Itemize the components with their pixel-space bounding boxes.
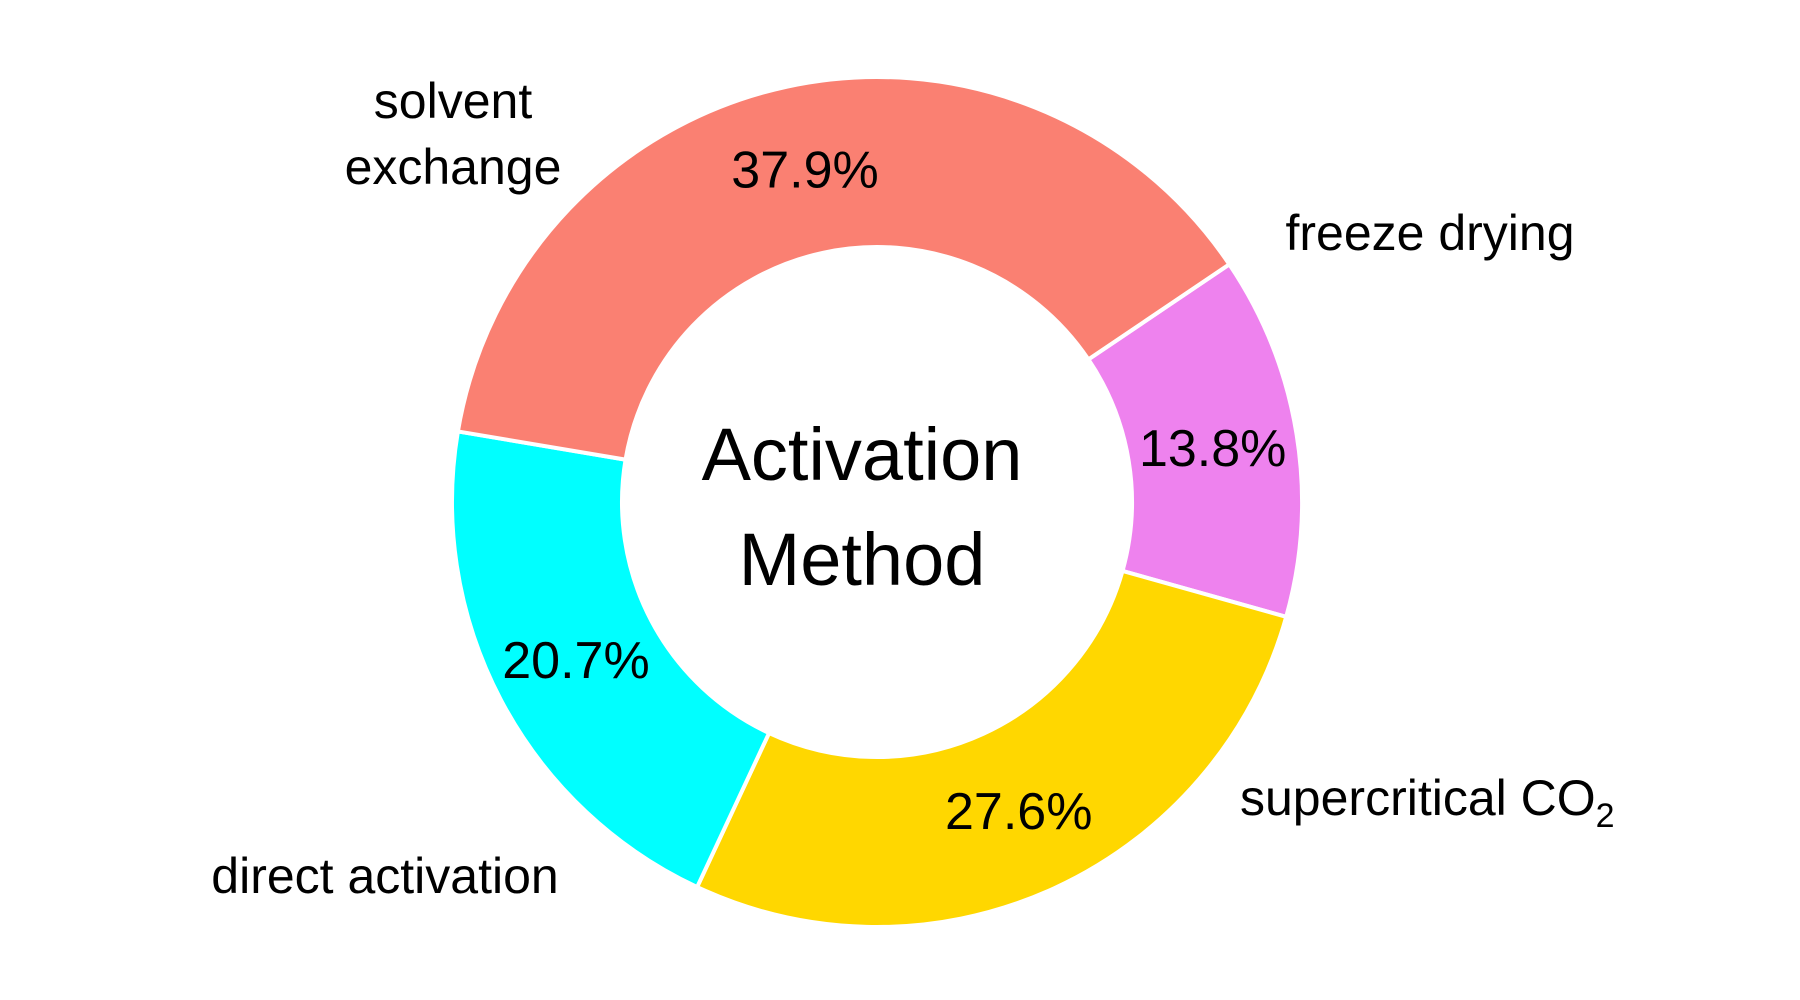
category-label: freeze drying [1285,205,1574,261]
donut-slices [450,75,1304,929]
category-label: supercritical CO2 [1240,770,1615,835]
center-title-line-2: Method [739,518,986,601]
percent-label: 27.6% [945,783,1092,841]
percent-label: 13.8% [1139,420,1286,478]
category-label: solvent exchange [345,73,562,195]
percent-label: 20.7% [502,632,649,690]
slice-direct-activation [450,429,772,890]
percent-label: 37.9% [731,142,878,200]
center-title-line-1: Activation [702,413,1023,496]
category-labels: freeze drying supercritical CO2 direct act… [211,73,1614,904]
slice-supercritical-co [694,568,1289,929]
slice-solvent-exchange [455,75,1233,462]
category-label: direct activation [211,848,558,904]
percent-labels: 13.8% 27.6% 20.7% 37.9% [502,142,1286,841]
slice-freeze-drying [1085,261,1304,620]
